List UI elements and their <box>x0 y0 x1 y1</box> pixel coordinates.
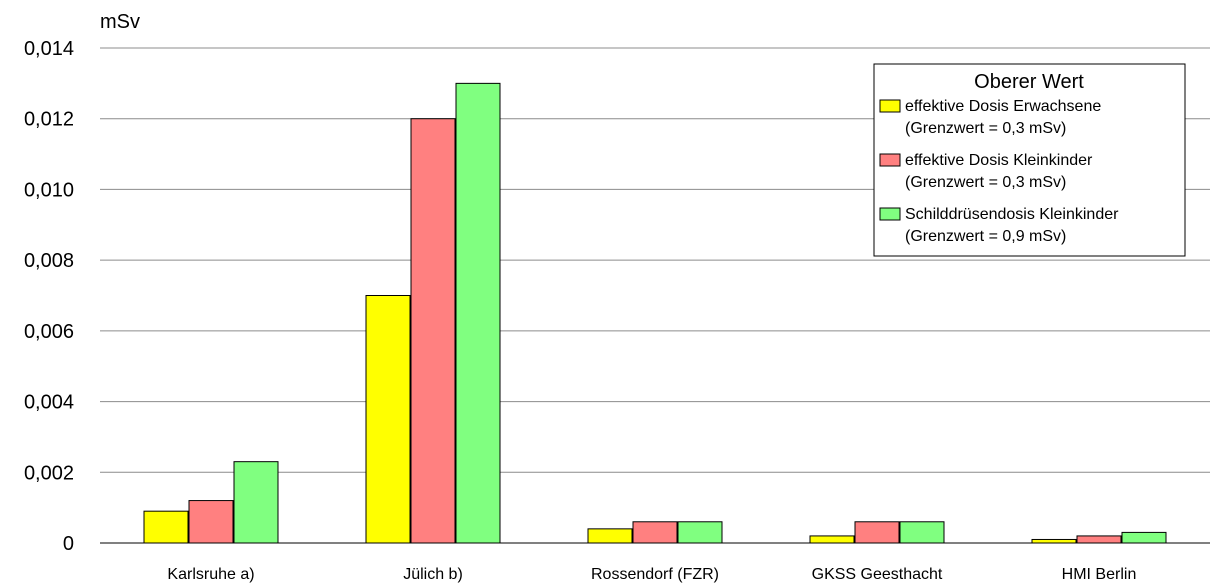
x-tick-label: Rossendorf (FZR) <box>591 566 719 583</box>
y-axis-unit-label: mSv <box>100 11 140 33</box>
bar-1-2 <box>365 295 411 544</box>
legend-series-note: (Grenzwert = 0,9 mSv) <box>905 228 1066 245</box>
bar-3-3 <box>677 521 723 544</box>
legend-series-note: (Grenzwert = 0,3 mSv) <box>905 174 1066 191</box>
grid-lines <box>100 47 1210 473</box>
y-tick-label: 0,002 <box>24 462 74 484</box>
legend-title: Oberer Wert <box>974 71 1084 93</box>
y-axis-ticks: 0 0,002 0,004 0,006 0,008 0,010 0,012 0,014 <box>24 38 74 555</box>
y-tick-label: 0,012 <box>24 109 74 131</box>
bar-3-5 <box>1121 531 1167 544</box>
legend-series-name: effektive Dosis Kleinkinder <box>905 152 1093 169</box>
legend-series-name: Schilddrüsendosis Kleinkinder <box>905 206 1119 223</box>
bar-2-2 <box>410 118 456 544</box>
legend-series-note: (Grenzwert = 0,3 mSv) <box>905 120 1066 137</box>
bar-3-1 <box>233 461 279 544</box>
bar-3-2 <box>455 82 501 544</box>
legend: Oberer Wert effektive Dosis Erwachsene (G… <box>873 63 1186 257</box>
legend-swatch <box>879 153 901 167</box>
y-tick-label: 0 <box>63 533 74 555</box>
y-tick-label: 0,010 <box>24 179 74 201</box>
bar-2-5 <box>1076 535 1122 544</box>
legend-series-name: effektive Dosis Erwachsene <box>905 98 1101 115</box>
y-tick-label: 0,008 <box>24 250 74 272</box>
bar-2-4 <box>854 521 900 544</box>
bar-1-5 <box>1031 538 1077 544</box>
legend-box <box>873 63 1186 257</box>
y-tick-label: 0,014 <box>24 38 74 60</box>
bars <box>143 82 1167 544</box>
x-tick-label: HMI Berlin <box>1062 566 1137 583</box>
y-tick-label: 0,006 <box>24 321 74 343</box>
legend-swatch <box>879 207 901 221</box>
bar-1-4 <box>809 535 855 544</box>
bar-3-4 <box>899 521 945 544</box>
bar-2-3 <box>632 521 678 544</box>
x-tick-label: GKSS Geesthacht <box>812 566 943 583</box>
bar-1-3 <box>587 528 633 544</box>
x-tick-label: Jülich b) <box>403 566 463 583</box>
bar-1-1 <box>143 510 189 544</box>
bar-2-1 <box>188 500 234 544</box>
legend-swatch <box>879 99 901 113</box>
y-tick-label: 0,004 <box>24 392 74 414</box>
x-axis-ticks: Karlsruhe a) Jülich b) Rossendorf (FZR) GKS… <box>167 566 1136 583</box>
x-tick-label: Karlsruhe a) <box>167 566 254 583</box>
